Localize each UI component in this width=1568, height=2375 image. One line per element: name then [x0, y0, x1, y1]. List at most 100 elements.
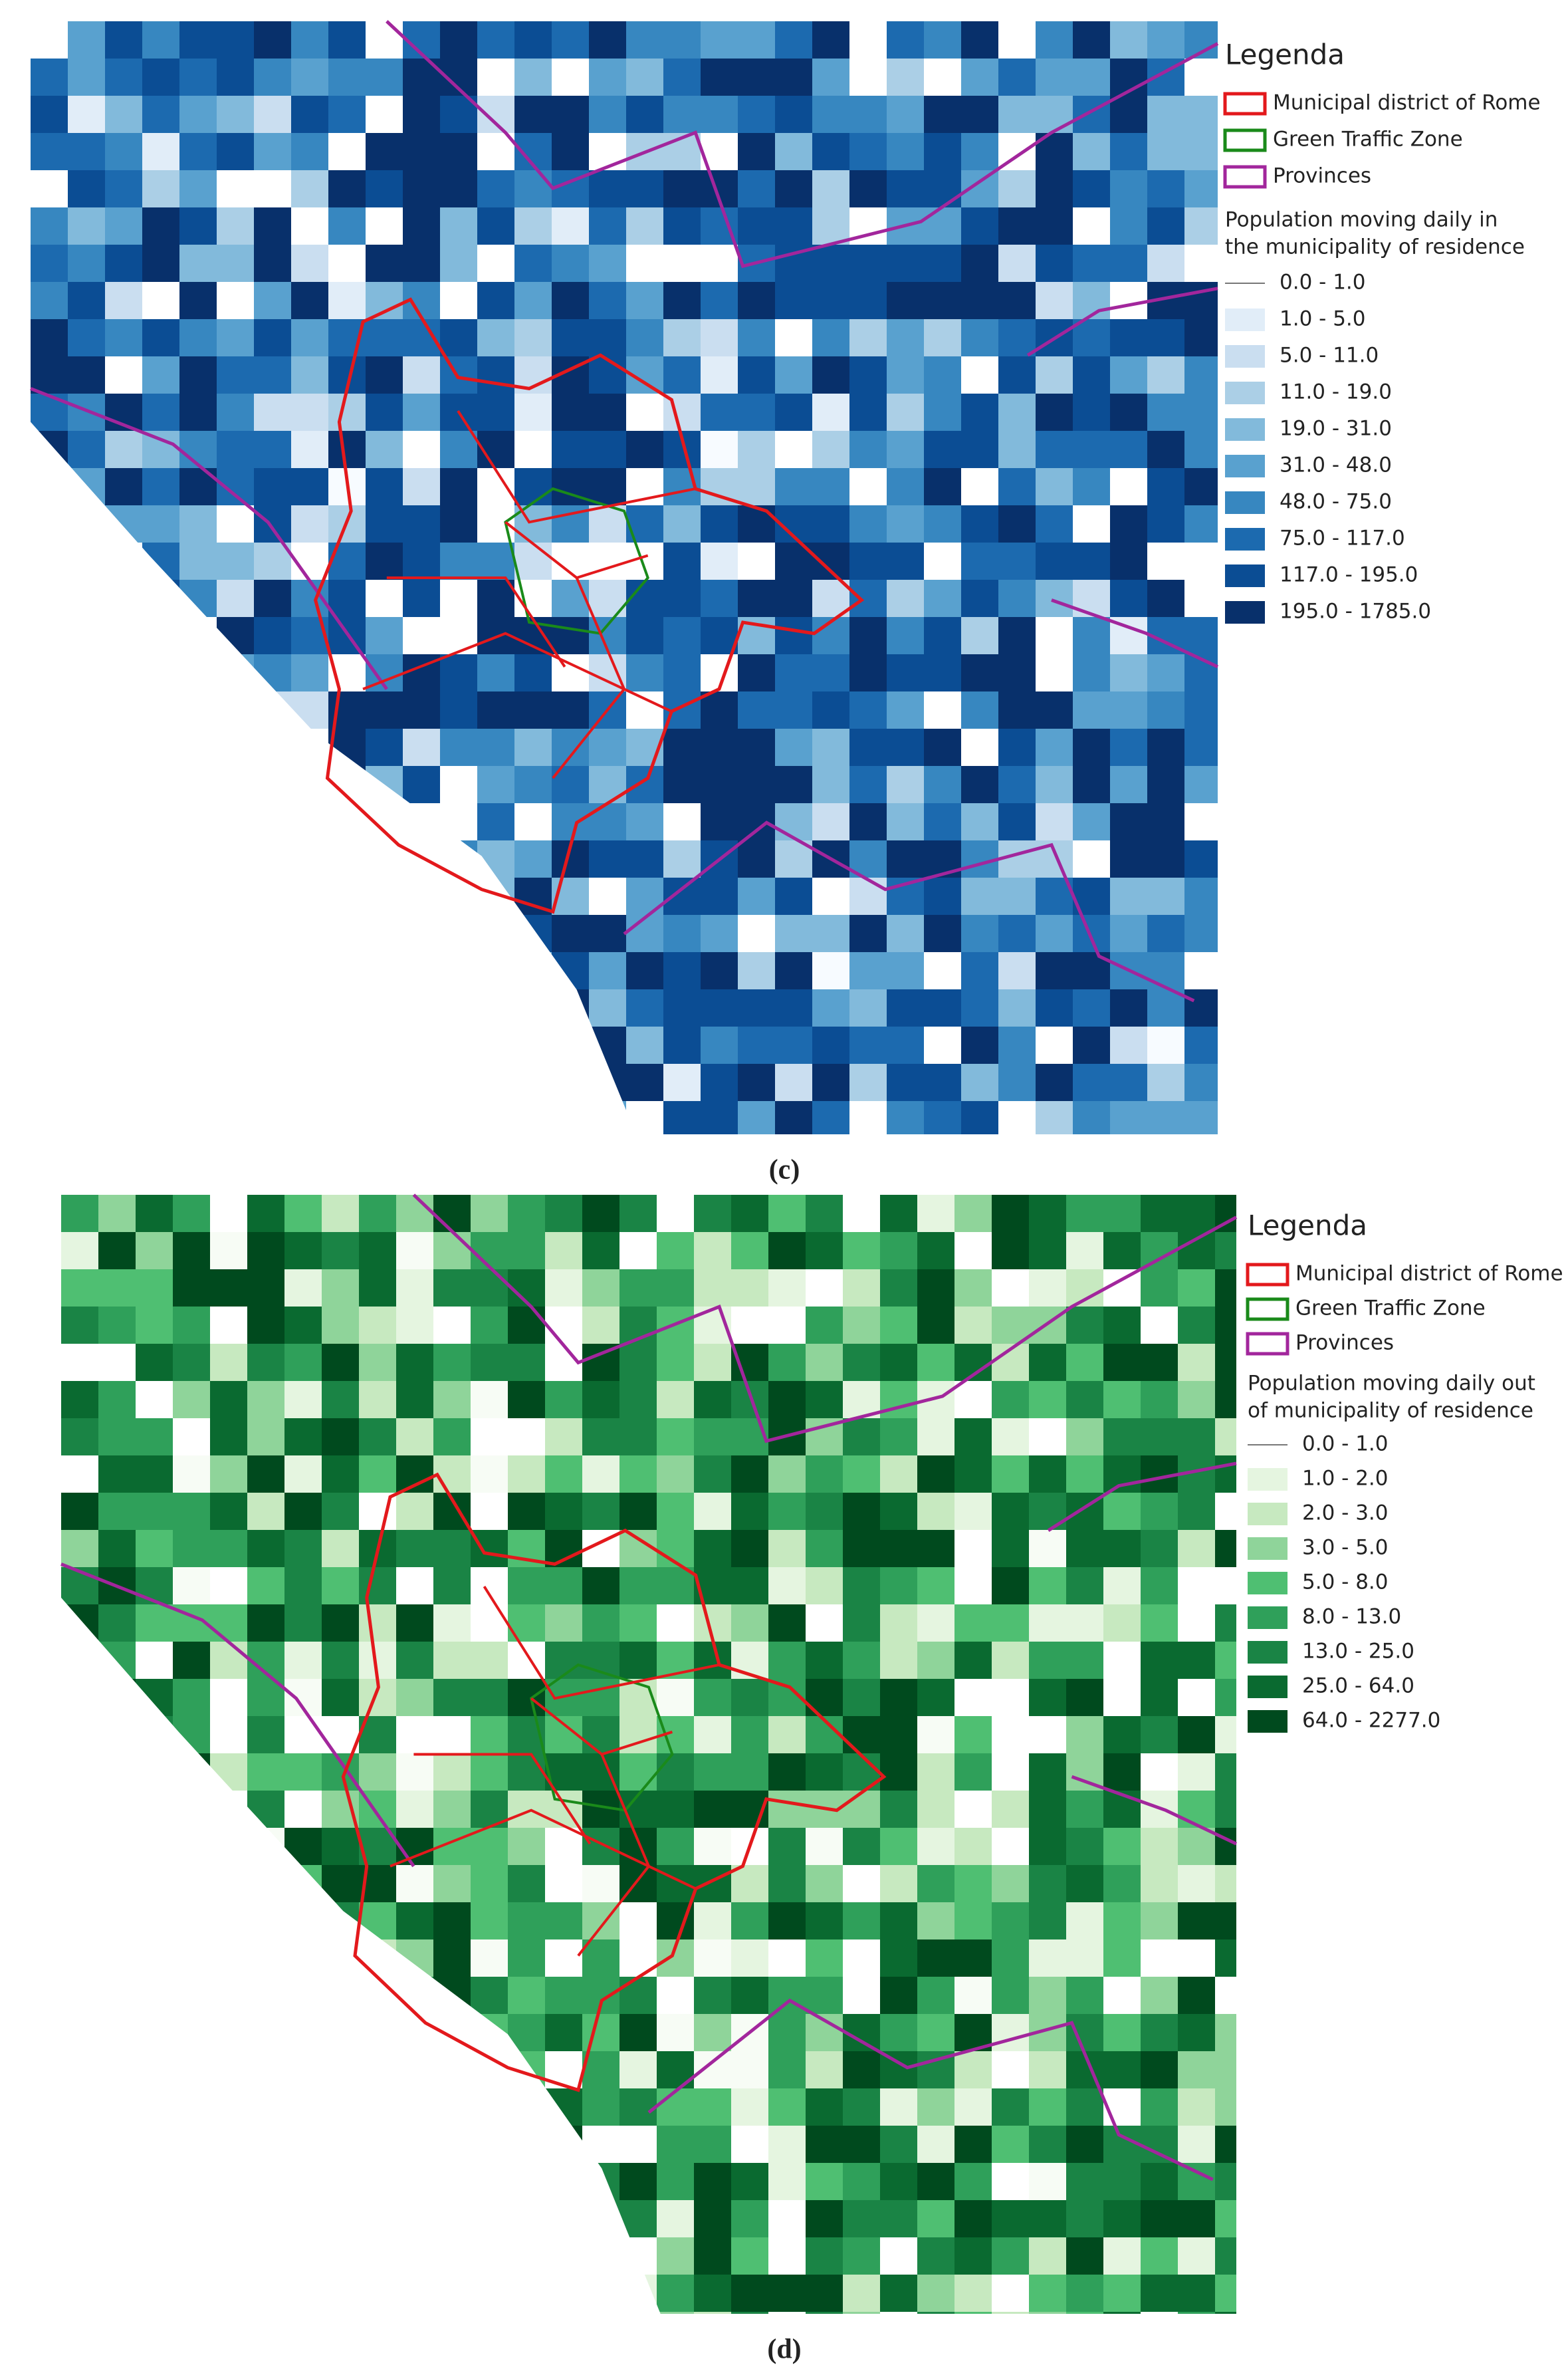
- map-patch: [1184, 617, 1218, 654]
- map-patch: [552, 245, 589, 282]
- map-patch: [849, 580, 887, 617]
- map-patch: [806, 1493, 843, 1530]
- map-patch: [1110, 1027, 1147, 1064]
- map-patch: [1141, 1195, 1178, 1232]
- map-patch: [1215, 1232, 1236, 1269]
- map-patch: [284, 1381, 322, 1418]
- map-patch: [998, 803, 1036, 840]
- map-patch: [105, 468, 142, 505]
- map-patch: [1110, 170, 1147, 207]
- map-patch: [738, 133, 775, 170]
- map-patch: [582, 2014, 619, 2051]
- map-patch: [471, 1716, 508, 1753]
- map-patch: [657, 1791, 694, 1828]
- map-patch: [701, 691, 738, 729]
- map-patch: [552, 580, 589, 617]
- map-patch: [806, 1232, 843, 1269]
- map-patch: [887, 282, 924, 319]
- map-patch: [768, 1865, 806, 1902]
- map-patch: [1147, 319, 1184, 356]
- map-patch: [998, 207, 1036, 245]
- map-patch: [1029, 2051, 1066, 2088]
- map-patch: [1066, 1195, 1103, 1232]
- map-patch: [917, 2163, 954, 2200]
- map-patch: [961, 394, 998, 431]
- map-patch: [1103, 1828, 1141, 1865]
- map-patch: [173, 1381, 210, 1418]
- map-patch: [806, 1902, 843, 1939]
- map-patch: [366, 356, 403, 394]
- map-patch: [694, 2312, 731, 2314]
- map-patch: [998, 878, 1036, 915]
- map-patch: [1029, 2163, 1066, 2200]
- map-patch: [291, 245, 328, 282]
- map-patch: [694, 1269, 731, 1307]
- map-patch: [1110, 356, 1147, 394]
- map-patch: [657, 1418, 694, 1455]
- legend-label: 195.0 - 1785.0: [1280, 600, 1431, 624]
- map-patch: [366, 59, 403, 96]
- map-patch: [1215, 1307, 1236, 1344]
- map-patch: [992, 2312, 1029, 2314]
- map-patch: [924, 1064, 961, 1101]
- map-patch: [998, 468, 1036, 505]
- map-patch: [284, 1493, 322, 1530]
- map-patch: [657, 2200, 694, 2237]
- municipal-district: [341, 1472, 887, 2092]
- map-patch: [694, 2275, 731, 2312]
- map-patch: [322, 1307, 359, 1344]
- map-patch: [545, 1195, 582, 1232]
- map-patch: [880, 1977, 917, 2014]
- map-patch: [849, 356, 887, 394]
- map-patch: [471, 1269, 508, 1307]
- map-patch: [738, 1027, 775, 1064]
- map-patch: [924, 915, 961, 952]
- map-patch: [396, 1381, 433, 1418]
- map-patch: [992, 1865, 1029, 1902]
- map-patch: [68, 133, 105, 170]
- map-patch: [291, 96, 328, 133]
- map-patch: [508, 1307, 545, 1344]
- map-patch: [68, 282, 105, 319]
- map-patch: [552, 468, 589, 505]
- map-patch: [924, 356, 961, 394]
- map-patch: [619, 2163, 657, 2200]
- map-patch: [589, 245, 626, 282]
- map-patch: [322, 1828, 359, 1865]
- province-boundary: [623, 820, 1195, 1003]
- map-patch: [142, 133, 179, 170]
- map-patch: [582, 1307, 619, 1344]
- map-patch: [210, 1530, 247, 1567]
- legend-label: 0.0 - 1.0: [1280, 271, 1366, 295]
- map-patch: [1184, 691, 1218, 729]
- map-patch: [1036, 96, 1073, 133]
- map-patch: [1029, 1232, 1066, 1269]
- province-boundary: [412, 1193, 1238, 1443]
- map-patch: [954, 1307, 992, 1344]
- map-patch: [403, 505, 440, 543]
- map-patch: [508, 1865, 545, 1902]
- map-patch: [1036, 245, 1073, 282]
- map-patch: [440, 431, 477, 468]
- map-patch: [998, 580, 1036, 617]
- legend-label: 3.0 - 5.0: [1302, 1536, 1389, 1560]
- map-patch: [880, 1232, 917, 1269]
- map-patch: [552, 394, 589, 431]
- map-patch: [1215, 2237, 1236, 2275]
- map-patch: [917, 1195, 954, 1232]
- map-patch: [589, 21, 626, 59]
- map-patch: [619, 1493, 657, 1530]
- map-patch: [954, 2275, 992, 2312]
- map-patch: [440, 21, 477, 59]
- map-patch: [582, 1418, 619, 1455]
- map-patch: [768, 2126, 806, 2163]
- map-patch: [998, 505, 1036, 543]
- map-patch: [1215, 1828, 1236, 1865]
- map-patch: [701, 766, 738, 803]
- map-patch: [433, 1753, 471, 1791]
- map-patch: [545, 1493, 582, 1530]
- map-patch: [136, 1307, 173, 1344]
- map-patch: [589, 431, 626, 468]
- map-patch: [291, 431, 328, 468]
